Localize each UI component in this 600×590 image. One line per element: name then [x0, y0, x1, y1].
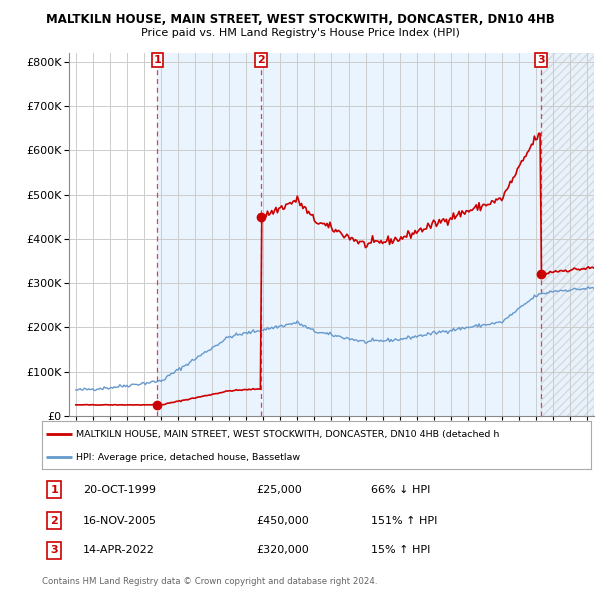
Text: HPI: Average price, detached house, Bassetlaw: HPI: Average price, detached house, Bass… [76, 453, 300, 462]
Text: 3: 3 [50, 546, 58, 555]
Text: Contains HM Land Registry data © Crown copyright and database right 2024.: Contains HM Land Registry data © Crown c… [42, 577, 377, 586]
Text: 151% ↑ HPI: 151% ↑ HPI [371, 516, 438, 526]
Text: 2: 2 [257, 55, 265, 65]
Text: 14-APR-2022: 14-APR-2022 [83, 546, 155, 555]
Bar [261, 53, 541, 416]
Text: 2: 2 [50, 516, 58, 526]
Text: £25,000: £25,000 [256, 484, 302, 494]
Text: 20-OCT-1999: 20-OCT-1999 [83, 484, 156, 494]
Text: 66% ↓ HPI: 66% ↓ HPI [371, 484, 431, 494]
Text: £450,000: £450,000 [256, 516, 309, 526]
Text: 1: 1 [50, 484, 58, 494]
Text: 1: 1 [154, 55, 161, 65]
Text: MALTKILN HOUSE, MAIN STREET, WEST STOCKWITH, DONCASTER, DN10 4HB: MALTKILN HOUSE, MAIN STREET, WEST STOCKW… [46, 13, 554, 26]
Text: Price paid vs. HM Land Registry's House Price Index (HPI): Price paid vs. HM Land Registry's House … [140, 28, 460, 38]
Bar [157, 53, 261, 416]
Text: 16-NOV-2005: 16-NOV-2005 [83, 516, 157, 526]
Text: 3: 3 [537, 55, 545, 65]
Text: MALTKILN HOUSE, MAIN STREET, WEST STOCKWITH, DONCASTER, DN10 4HB (detached h: MALTKILN HOUSE, MAIN STREET, WEST STOCKW… [76, 430, 499, 439]
Text: 15% ↑ HPI: 15% ↑ HPI [371, 546, 431, 555]
Text: £320,000: £320,000 [256, 546, 309, 555]
Bar [541, 53, 594, 416]
